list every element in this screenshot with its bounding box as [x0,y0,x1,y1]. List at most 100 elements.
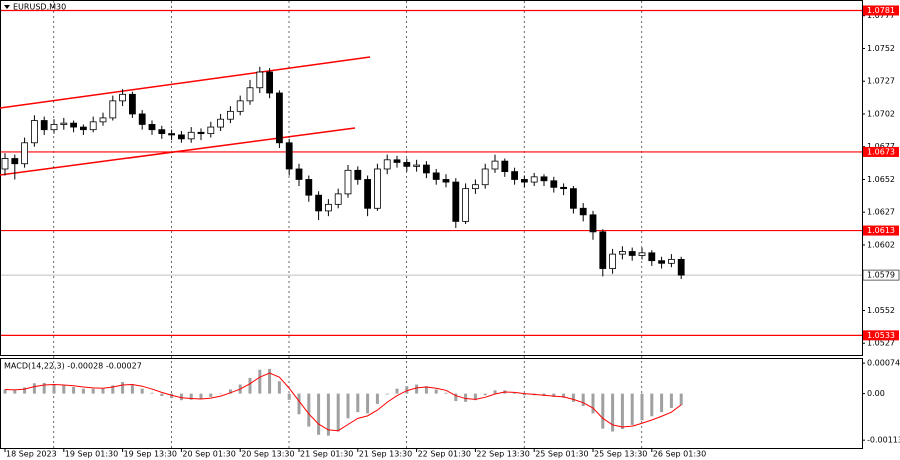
macd-bar [640,393,644,421]
candle-body [452,181,460,222]
candle-body [393,159,401,163]
candle-body [579,207,587,216]
candle-body [275,92,283,144]
macd-bar [23,387,27,394]
candle-body [80,126,87,131]
macd-bar [385,393,389,395]
candle-body [285,142,293,170]
candle-body [315,194,323,212]
macd-bar [209,393,213,397]
macd-bar [366,393,370,414]
macd-bar [81,388,85,394]
macd-bar [277,381,281,394]
x-tick-label: 19 Sep 01:30 [65,450,118,459]
candle-body [148,124,156,131]
macd-bar [111,385,115,394]
macd-bar [297,393,301,415]
candle-body [550,180,558,188]
candle-body [432,172,440,180]
candle-body [364,179,372,209]
macd-bar [483,393,487,396]
candle-body [354,169,362,180]
x-tick-label: 18 Sep 2023 [6,450,57,459]
macd-bar [346,393,350,419]
candle-body [638,252,646,256]
candle-body [530,176,538,183]
candle-body [60,122,68,125]
level-label: 1.0533 [867,331,895,340]
macd-bar [522,393,526,396]
x-tick-label: 19 Sep 13:30 [124,450,177,459]
macd-bar [454,393,458,402]
y-tick-label: 1.0677 [867,142,895,151]
macd-bar [199,393,203,399]
candle-body [413,164,421,167]
y-tick-label: 1.0602 [867,240,895,249]
candle-body [30,120,38,144]
candle-body [334,193,342,205]
candle-body [481,168,489,186]
candle-body [128,93,136,115]
candle-body [1,158,9,170]
level-label-box [863,225,899,236]
macd-bar [571,393,575,402]
candle-body [177,134,185,140]
y-tick-label: 1.0702 [867,109,895,118]
macd-bar [287,393,291,400]
macd-bar [424,386,428,394]
candle-body [609,253,616,269]
macd-bar [317,393,321,435]
x-tick-label: 26 Sep 01:30 [653,450,706,459]
candle-body [305,179,313,196]
macd-bar [562,393,566,398]
candle-body [491,160,499,170]
candle-body [11,158,19,165]
macd-bar [72,387,76,394]
candle-body [40,120,48,131]
candle-body [501,160,509,173]
candle-body [344,169,352,195]
candle-body [658,260,665,264]
candle-body [295,168,303,180]
macd-bar [630,393,634,425]
macd-bar [336,393,340,432]
x-tick-label: 25 Sep 01:30 [535,450,588,459]
macd-bar [356,393,360,413]
y-tick-label: 1.0552 [867,306,895,315]
candle-body [442,179,450,183]
y-tick-label: 1.0527 [867,339,895,348]
macd-bar [473,393,477,401]
macd-bar [679,393,683,406]
candle-body [158,129,166,135]
macd-bar [395,388,399,394]
candle-body [266,71,274,94]
macd-bar [101,388,105,394]
macd-bar [513,392,517,394]
candle-body [226,110,234,120]
macd-bar [160,393,164,397]
macd-bar [669,393,673,409]
candle-body [236,100,244,112]
macd-bar [601,393,605,429]
candle-body [109,100,117,119]
macd-bar [228,389,232,394]
candle-body [560,186,567,190]
macd-bar [650,393,654,417]
candle-body [619,251,626,255]
candle-body [521,179,528,183]
macd-bar [464,393,468,402]
candle-body [89,121,97,131]
candle-body [168,133,176,136]
candle-body [50,124,58,131]
candle-body [21,142,29,165]
macd-bar [219,393,223,395]
macd-bar [591,393,595,414]
level-label-box [863,330,899,341]
x-tick-label: 25 Sep 13:30 [594,450,647,459]
level-label-box [863,146,899,157]
candle-body [462,188,470,222]
macd-bar [150,392,154,394]
candle-body [589,214,597,233]
macd-bar [552,393,556,397]
